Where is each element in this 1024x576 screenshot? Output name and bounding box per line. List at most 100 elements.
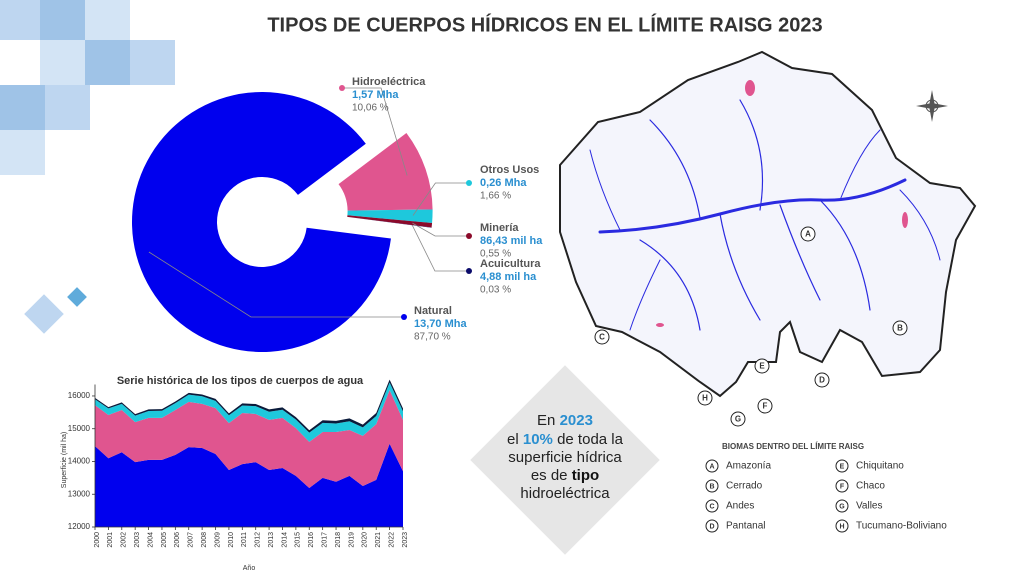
legend-label: Cerrado <box>726 481 763 492</box>
map-marker-label: D <box>819 376 825 385</box>
slice-amount: 0,26 Mha <box>480 177 527 189</box>
donut-slice <box>347 215 433 228</box>
map-marker-label: C <box>599 333 605 342</box>
legend-label: Pantanal <box>726 521 765 532</box>
slice-percent: 0,55 % <box>480 249 511 260</box>
callout-text: es de <box>531 467 568 484</box>
donut-slice <box>338 132 433 211</box>
callout-text: de toda la <box>557 431 624 448</box>
legend-dot <box>466 268 472 274</box>
x-tick-label: 2015 <box>295 532 302 548</box>
slice-amount: 13,70 Mha <box>414 318 467 330</box>
callout-text: 10% <box>523 431 553 448</box>
slice-amount: 4,88 mil ha <box>480 271 537 283</box>
slice-name: Acuicultura <box>480 258 541 270</box>
area-series <box>95 390 403 489</box>
map-marker-label: B <box>897 324 903 333</box>
area-chart: Serie histórica de los tipos de cuerpos … <box>61 375 409 572</box>
map-marker-label: A <box>805 230 811 239</box>
legend-marker-label: E <box>840 463 845 470</box>
decoration <box>0 0 175 334</box>
callout-text: En <box>537 412 555 429</box>
legend-marker-label: F <box>840 483 845 490</box>
y-tick-label: 13000 <box>68 489 91 498</box>
callout-text: 2023 <box>560 412 593 429</box>
callout-text: hidroeléctrica <box>520 485 610 502</box>
legend-marker <box>705 519 719 533</box>
leader-line <box>412 222 469 237</box>
x-tick-label: 2000 <box>94 532 101 548</box>
callout-text: el <box>507 431 519 448</box>
x-tick-label: 2012 <box>255 532 262 548</box>
slice-name: Minería <box>480 222 519 234</box>
x-tick-label: 2011 <box>241 532 248 547</box>
legend-marker <box>835 479 849 493</box>
legend-marker-label: G <box>839 503 845 510</box>
x-tick-label: 2013 <box>268 532 275 548</box>
legend-dot <box>466 180 472 186</box>
slice-percent: 10,06 % <box>352 103 389 114</box>
legend-marker <box>835 459 849 473</box>
x-tick-label: 2018 <box>335 532 342 548</box>
map-marker <box>697 390 713 406</box>
donut-slice <box>347 216 432 228</box>
x-tick-label: 2014 <box>281 532 288 548</box>
leader-line <box>412 182 469 216</box>
callout-line: el 10% de toda la <box>507 431 624 448</box>
legend-label: Chiquitano <box>856 461 904 472</box>
y-axis-label: Superficie (mil ha) <box>61 432 68 488</box>
callout-line: En 2023 <box>537 412 593 429</box>
legend-marker <box>705 459 719 473</box>
y-tick-label: 16000 <box>68 391 91 400</box>
x-tick-label: 2002 <box>121 532 128 548</box>
x-tick-label: 2021 <box>375 532 382 548</box>
slice-percent: 87,70 % <box>414 332 451 343</box>
legend-dot <box>339 85 345 91</box>
legend-marker <box>835 519 849 533</box>
x-tick-label: 2008 <box>201 532 208 548</box>
donut-slice <box>132 92 391 353</box>
x-tick-label: 2010 <box>228 532 235 548</box>
legend-marker-label: D <box>709 523 714 530</box>
callout-text: tipo <box>572 467 600 484</box>
x-axis-label: Año <box>243 565 256 572</box>
area-series <box>95 382 403 442</box>
rivers <box>589 99 941 331</box>
map-marker <box>594 329 610 345</box>
map-marker <box>757 398 773 414</box>
legend-dot <box>401 314 407 320</box>
x-tick-label: 2004 <box>147 532 154 548</box>
callout: En 2023 el 10% de toda la superficie híd… <box>470 365 660 555</box>
map-marker-label: G <box>735 415 741 424</box>
legend-label: Andes <box>726 501 754 512</box>
reservoirs <box>656 80 908 327</box>
x-tick-label: 2022 <box>388 532 395 548</box>
x-tick-label: 2005 <box>161 532 168 548</box>
map-marker <box>800 226 816 242</box>
legend-marker-label: A <box>709 463 714 470</box>
map-marker <box>754 358 770 374</box>
map-outline <box>559 50 977 398</box>
page-title: TIPOS DE CUERPOS HÍDRICOS EN EL LÍMITE R… <box>267 13 822 36</box>
map: BIOMAS DENTRO DEL LÍMITE RAISG <box>559 50 977 451</box>
legend-marker <box>705 499 719 513</box>
slice-percent: 1,66 % <box>480 191 511 202</box>
y-tick-label: 12000 <box>68 522 91 531</box>
map-marker-label: F <box>763 402 768 411</box>
legend-dot <box>466 233 472 239</box>
legend-label: Chaco <box>856 481 885 492</box>
map-marker <box>892 320 908 336</box>
y-tick-label: 15000 <box>68 424 91 433</box>
x-tick-label: 2007 <box>188 532 195 548</box>
callout-diamond <box>470 365 660 555</box>
legend-marker <box>835 499 849 513</box>
callout-text: superficie hídrica <box>508 449 622 466</box>
slice-name: Otros Usos <box>480 164 539 176</box>
compass <box>916 90 948 122</box>
x-tick-label: 2017 <box>321 532 328 548</box>
legend-marker-label: B <box>709 483 714 490</box>
x-tick-label: 2023 <box>402 532 409 548</box>
legend-marker-label: C <box>709 503 714 510</box>
legend-label: Amazonía <box>726 461 771 472</box>
